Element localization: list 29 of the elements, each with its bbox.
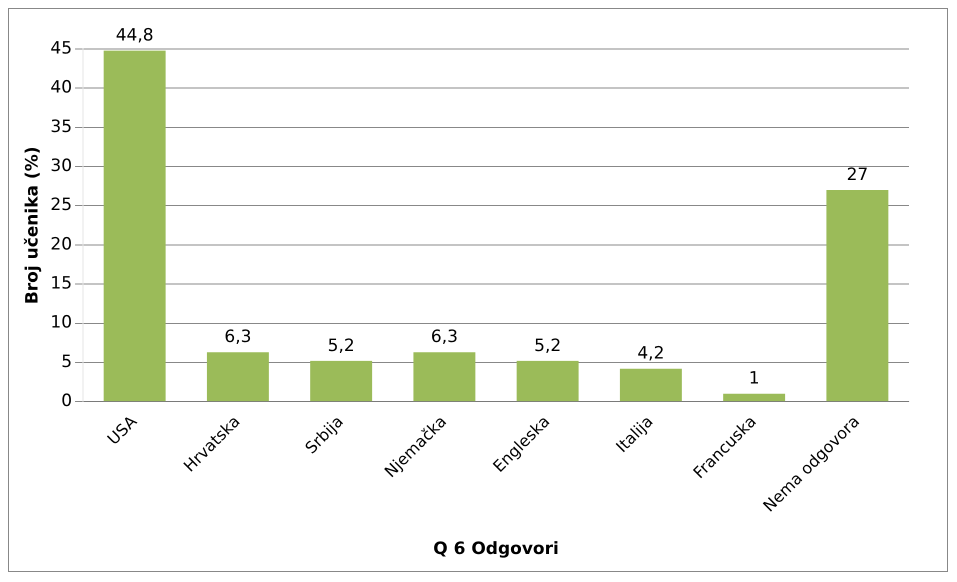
data-label: 4,2 [637, 344, 664, 364]
y-tick-label: 40 [50, 78, 72, 98]
y-axis-title: Broj učenika (%) [22, 146, 43, 304]
data-label: 5,2 [328, 336, 355, 356]
y-tick-label: 45 [50, 38, 72, 58]
bar [620, 368, 682, 402]
data-label: 6,3 [224, 327, 252, 348]
data-label: 5,2 [534, 336, 562, 356]
data-label: 1 [748, 368, 760, 389]
y-tick-label: 0 [61, 391, 72, 412]
y-tick-label: 35 [50, 116, 72, 137]
x-tick-label: USA [104, 412, 140, 449]
y-tick-label: 15 [50, 274, 72, 294]
bar [723, 394, 786, 402]
bar [413, 352, 476, 402]
y-tick-label: 25 [50, 195, 72, 216]
y-tick-label: 30 [50, 156, 72, 176]
bar [104, 50, 166, 402]
data-label: 27 [846, 164, 868, 185]
y-tick-label: 5 [61, 352, 72, 372]
x-axis-title: Q 6 Odgovori [433, 539, 559, 560]
y-tick-label: 10 [50, 312, 72, 333]
bar [516, 360, 579, 402]
data-label: 44,8 [116, 25, 154, 46]
data-label: 6,3 [430, 327, 458, 348]
y-tick-label: 20 [50, 234, 72, 254]
bar [206, 352, 269, 402]
bar [310, 360, 372, 402]
bar [826, 190, 888, 402]
